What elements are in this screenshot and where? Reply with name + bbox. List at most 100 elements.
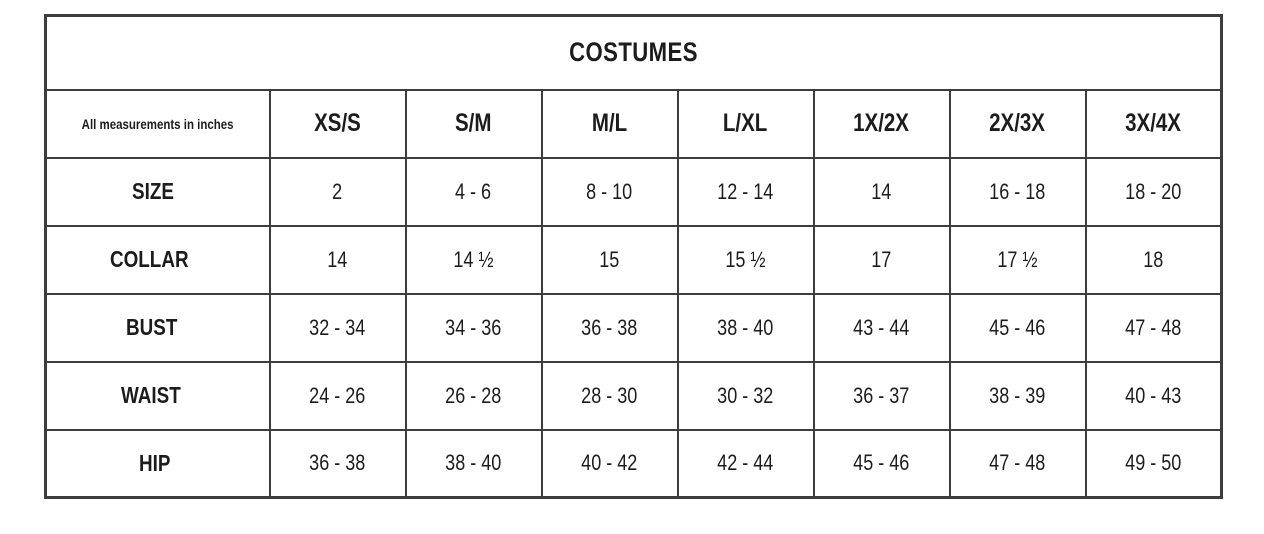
- table-cell: 18: [1084, 224, 1223, 295]
- banner-row: COSTUMES: [44, 14, 1223, 91]
- table-cell: 36 - 37: [812, 360, 951, 431]
- table-cell: 18 - 20: [1084, 156, 1223, 227]
- cell-value: 49 - 50: [1125, 450, 1182, 476]
- measurements-note-text: All measurements in inches: [81, 115, 234, 132]
- cell-value: 18 - 20: [1125, 178, 1182, 204]
- row-label-text: SIZE: [132, 178, 175, 204]
- table-cell: 12 - 14: [676, 156, 815, 227]
- cell-value: 12 - 14: [717, 178, 774, 204]
- cell-value: 36 - 37: [853, 382, 910, 408]
- cell-value: 24 - 26: [309, 382, 366, 408]
- table-cell: 14: [268, 224, 407, 295]
- table-cell: 36 - 38: [268, 428, 407, 499]
- cell-value: 36 - 38: [581, 314, 638, 340]
- cell-value: 14: [871, 178, 892, 204]
- cell-value: 32 - 34: [309, 314, 366, 340]
- row-label-waist: WAIST: [44, 360, 271, 431]
- table-cell: 38 - 40: [404, 428, 543, 499]
- table-cell: 4 - 6: [404, 156, 543, 227]
- cell-value: 30 - 32: [717, 382, 774, 408]
- column-header-2x-3x: 2X/3X: [948, 88, 1087, 159]
- row-label-text: COLLAR: [109, 246, 189, 272]
- chart-title-text: COSTUMES: [569, 37, 698, 68]
- row-label-text: WAIST: [121, 382, 182, 408]
- table-cell: 14: [812, 156, 951, 227]
- chart-title: COSTUMES: [44, 14, 1223, 91]
- table-cell: 40 - 43: [1084, 360, 1223, 431]
- cell-value: 15: [599, 246, 620, 272]
- column-header-text: 3X/4X: [1125, 109, 1182, 137]
- column-header-text: 1X/2X: [853, 109, 910, 137]
- table-cell: 24 - 26: [268, 360, 407, 431]
- column-header-l-xl: L/XL: [676, 88, 815, 159]
- cell-value: 17: [871, 246, 892, 272]
- table-cell: 15 ½: [676, 224, 815, 295]
- cell-value: 8 - 10: [586, 178, 633, 204]
- table-cell: 40 - 42: [540, 428, 679, 499]
- row-label-text: HIP: [138, 449, 171, 476]
- cell-value: 15 ½: [725, 246, 766, 272]
- table-cell: 45 - 46: [812, 428, 951, 499]
- table-row-size: SIZE 2 4 - 6 8 - 10 12 - 14 14 16 - 18 1…: [44, 156, 1223, 227]
- cell-value: 28 - 30: [581, 382, 638, 408]
- measurements-note: All measurements in inches: [44, 88, 271, 159]
- column-header-text: 2X/3X: [989, 109, 1046, 137]
- cell-value: 38 - 40: [445, 450, 502, 476]
- cell-value: 14 ½: [453, 246, 494, 272]
- cell-value: 26 - 28: [445, 382, 502, 408]
- cell-value: 45 - 46: [853, 450, 910, 476]
- row-label-hip: HIP: [44, 428, 271, 499]
- cell-value: 45 - 46: [989, 314, 1046, 340]
- table-cell: 36 - 38: [540, 292, 679, 363]
- table-cell: 32 - 34: [268, 292, 407, 363]
- column-header-3x-4x: 3X/4X: [1084, 88, 1223, 159]
- cell-value: 40 - 43: [1125, 382, 1182, 408]
- column-header-1x-2x: 1X/2X: [812, 88, 951, 159]
- cell-value: 14: [327, 246, 348, 272]
- cell-value: 2: [332, 178, 343, 204]
- table-cell: 47 - 48: [948, 428, 1087, 499]
- table-row-hip: HIP 36 - 38 38 - 40 40 - 42 42 - 44 45 -…: [44, 428, 1223, 499]
- table-cell: 30 - 32: [676, 360, 815, 431]
- table-cell: 45 - 46: [948, 292, 1087, 363]
- row-label-collar: COLLAR: [44, 224, 271, 295]
- table-cell: 47 - 48: [1084, 292, 1223, 363]
- table-cell: 43 - 44: [812, 292, 951, 363]
- cell-value: 34 - 36: [445, 314, 502, 340]
- cell-value: 38 - 39: [989, 382, 1046, 408]
- column-header-text: M/L: [591, 109, 628, 137]
- cell-value: 40 - 42: [581, 450, 638, 476]
- cell-value: 42 - 44: [717, 450, 774, 476]
- cell-value: 17 ½: [997, 246, 1038, 272]
- row-label-bust: BUST: [44, 292, 271, 363]
- column-header-s-m: S/M: [404, 88, 543, 159]
- table-row-bust: BUST 32 - 34 34 - 36 36 - 38 38 - 40 43 …: [44, 292, 1223, 363]
- table-cell: 17: [812, 224, 951, 295]
- cell-value: 47 - 48: [1125, 314, 1182, 340]
- table-cell: 14 ½: [404, 224, 543, 295]
- cell-value: 47 - 48: [989, 450, 1046, 476]
- table-cell: 8 - 10: [540, 156, 679, 227]
- column-header-text: L/XL: [723, 109, 768, 137]
- table-cell: 38 - 40: [676, 292, 815, 363]
- column-header-text: S/M: [455, 109, 492, 137]
- table-row-collar: COLLAR 14 14 ½ 15 15 ½ 17 17 ½ 18: [44, 224, 1223, 295]
- table-cell: 17 ½: [948, 224, 1087, 295]
- column-header-row: All measurements in inches XS/S S/M M/L …: [44, 88, 1223, 159]
- table-cell: 2: [268, 156, 407, 227]
- column-header-xs-s: XS/S: [268, 88, 407, 159]
- cell-value: 18: [1143, 246, 1164, 272]
- row-label-text: BUST: [126, 314, 178, 340]
- cell-value: 4 - 6: [455, 178, 492, 204]
- table-cell: 38 - 39: [948, 360, 1087, 431]
- table-cell: 15: [540, 224, 679, 295]
- table-cell: 34 - 36: [404, 292, 543, 363]
- size-chart-table: COSTUMES All measurements in inches XS/S…: [44, 14, 1224, 499]
- cell-value: 38 - 40: [717, 314, 774, 340]
- table-cell: 28 - 30: [540, 360, 679, 431]
- column-header-m-l: M/L: [540, 88, 679, 159]
- table-cell: 16 - 18: [948, 156, 1087, 227]
- column-header-text: XS/S: [314, 109, 361, 137]
- table-cell: 26 - 28: [404, 360, 543, 431]
